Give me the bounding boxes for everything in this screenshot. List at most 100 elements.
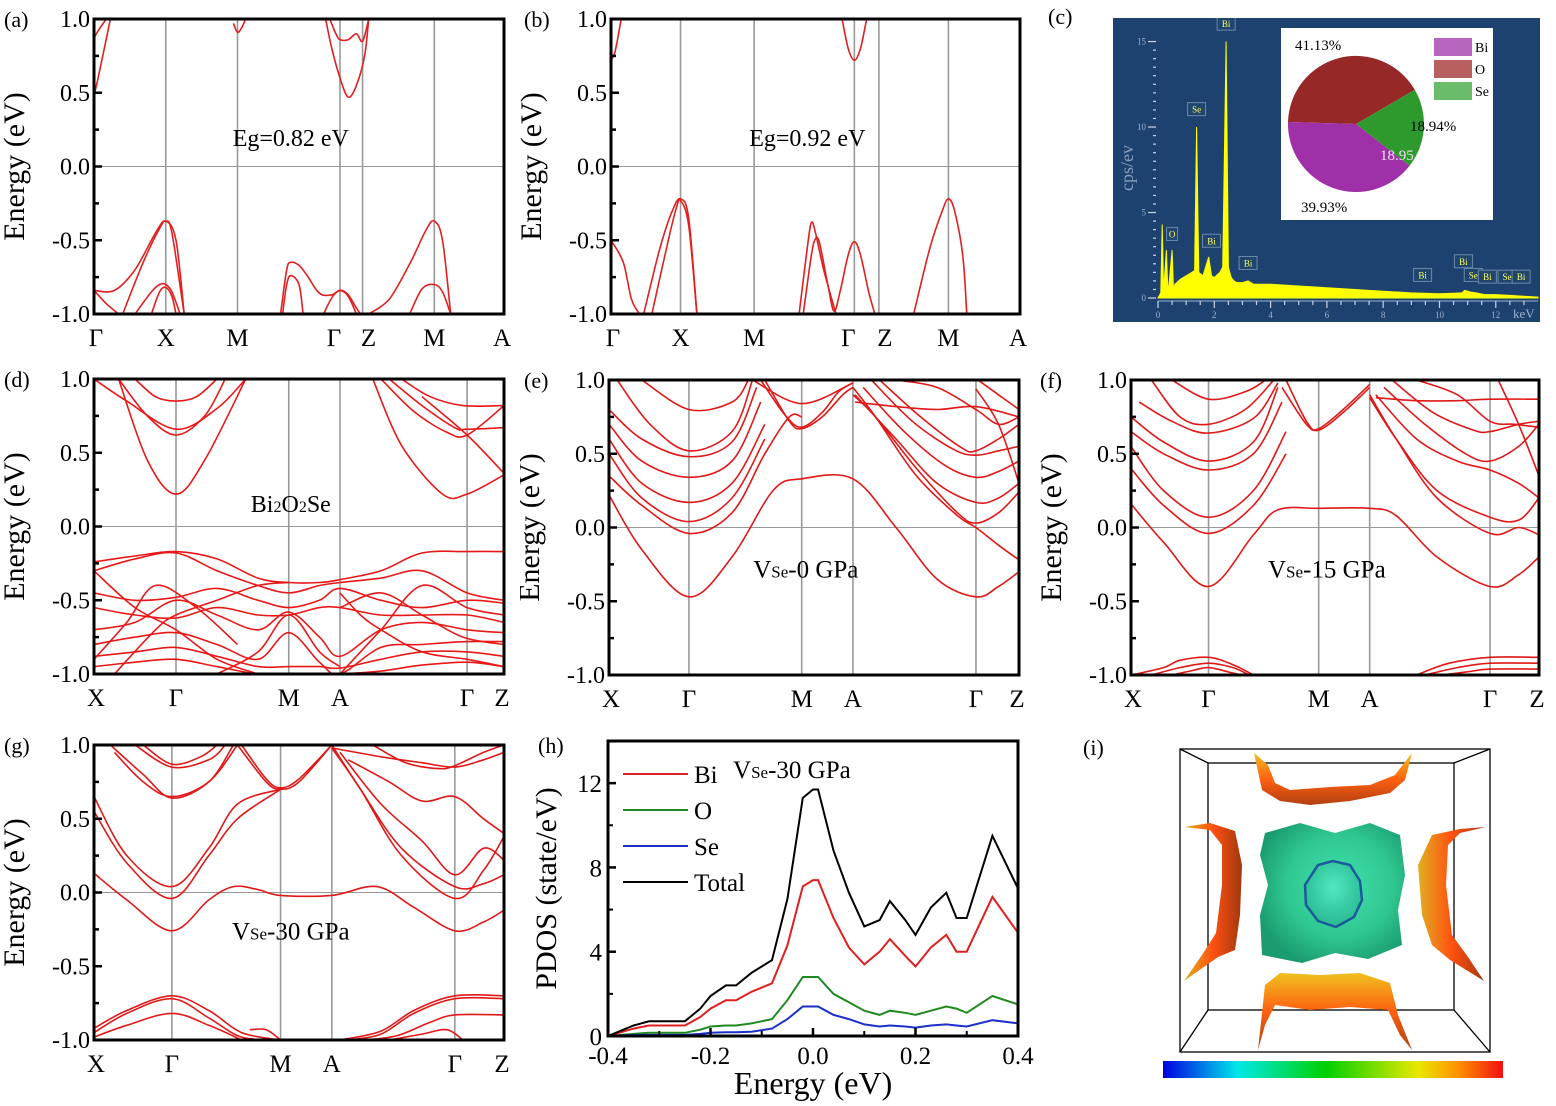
legend-label-o: O (1475, 63, 1485, 78)
x-axis-label: keV (1513, 306, 1535, 321)
kpoint-label: Γ (448, 1051, 462, 1078)
band-line (752, 380, 854, 405)
band-line (339, 584, 504, 674)
x-axis-label: Energy (eV) (734, 1065, 892, 1101)
pie-slice-se (1356, 89, 1424, 166)
band-line (1497, 380, 1539, 477)
legend-label-bi: Bi (694, 762, 718, 789)
y-tick-label: -1.0 (567, 663, 605, 689)
kpoint-label: Γ (682, 686, 696, 713)
band-line (94, 1012, 242, 1040)
band-line (1131, 656, 1254, 675)
band-line (1369, 394, 1539, 536)
band-line (854, 401, 1019, 418)
band-line (121, 220, 185, 314)
band-annotation: Eg=0.82 eV (233, 126, 350, 152)
band-line (94, 605, 504, 624)
pdos-annotation: VSe-30 GPa (733, 757, 851, 784)
legend-label-total: Total (694, 870, 745, 897)
peak-label: Bi (1483, 272, 1492, 282)
band-line (388, 379, 504, 431)
x-tick-label: 6 (1325, 310, 1330, 320)
peak-label: Bi (1459, 257, 1468, 267)
band-line (94, 587, 504, 609)
band-line (94, 658, 504, 674)
band-line (611, 239, 641, 314)
x-tick-label: 0 (1156, 310, 1161, 320)
band-line (1416, 380, 1539, 428)
kpoint-label: Γ (969, 686, 983, 713)
peak-label: Bi (1418, 270, 1427, 280)
kpoint-label: M (423, 325, 445, 352)
band-annotation: VSe-15 GPa (1268, 557, 1386, 584)
legend-label-o: O (694, 798, 712, 825)
band-line (281, 274, 304, 314)
fermi-sheet-bottom (1258, 973, 1412, 1050)
bands-group (609, 380, 1019, 598)
band-line (862, 386, 1019, 479)
peak-label-box (1216, 18, 1236, 31)
x-tick-label: 8 (1381, 310, 1386, 320)
band-line (642, 197, 698, 314)
panel-label: (b) (524, 7, 550, 32)
band-line (232, 19, 247, 34)
kpoint-label: M (743, 325, 765, 352)
peak-label: Bi (1244, 258, 1253, 268)
kpoint-label: X (602, 686, 620, 713)
band-line (236, 745, 333, 791)
band-line (651, 198, 698, 314)
legend-label-se: Se (694, 834, 719, 861)
band-line (1131, 453, 1287, 535)
fermi-sheet-left (1184, 823, 1242, 981)
band-line (134, 379, 218, 402)
band-structure-panel-g: -1.0 -0.5 0.0 0.5 1.0 X Γ M A Γ Z Energy (eV) (g) VSe… (0, 733, 510, 1078)
band-line (94, 994, 281, 1040)
band-line (339, 592, 504, 646)
band-line (1131, 387, 1279, 462)
y-tick-label: -1.0 (52, 662, 90, 688)
band-line (841, 19, 868, 62)
band-line (421, 396, 504, 474)
kpoint-label: Z (494, 1051, 509, 1078)
pdos-line-total (607, 788, 1019, 1037)
peak-label-box (1511, 269, 1531, 284)
band-line (870, 380, 1019, 457)
band-structure-panel-f: -1.0 -0.5 0.0 0.5 1.0 X Γ M A Γ Z Energy (eV) (f) VSe… (1036, 368, 1545, 713)
bands-group (1131, 380, 1539, 675)
y-tick-label: 1.0 (60, 7, 90, 33)
panel-label-c: (c) (1048, 4, 1073, 29)
y-tick-label: 10 (1137, 122, 1147, 132)
band-line (94, 379, 247, 431)
kpoint-label: Γ (327, 325, 341, 352)
band-line (1151, 662, 1250, 675)
band-line (1285, 380, 1371, 432)
kpoint-label: Γ (1201, 686, 1215, 713)
kpoint-label: X (1124, 686, 1142, 713)
y-tick-label: 0.5 (1097, 442, 1127, 468)
y-tick-label: 1.0 (1097, 368, 1127, 394)
band-line (94, 788, 281, 888)
band-line (616, 380, 754, 452)
band-line (364, 1013, 504, 1040)
y-tick-label: -0.5 (52, 588, 90, 614)
peak-label-box (1238, 255, 1258, 270)
kpoint-label: Z (877, 325, 892, 352)
band-line (94, 872, 504, 933)
y-tick-label: 0.0 (575, 516, 605, 542)
band-line (94, 997, 281, 1040)
band-annotation: Bi2O2Se (251, 492, 331, 518)
band-line (1131, 401, 1283, 471)
band-line (339, 993, 504, 1040)
panel-label: (d) (4, 367, 30, 392)
legend-label-se: Se (1475, 85, 1489, 100)
y-tick-label: 0.0 (577, 155, 607, 181)
band-line (94, 550, 504, 584)
band-line (322, 289, 362, 314)
band-line (912, 198, 968, 314)
band-line (94, 788, 282, 900)
pie-slice-bi (1287, 122, 1410, 192)
band-line (1138, 382, 1279, 434)
band-line (609, 473, 1019, 598)
band-line (611, 19, 622, 61)
